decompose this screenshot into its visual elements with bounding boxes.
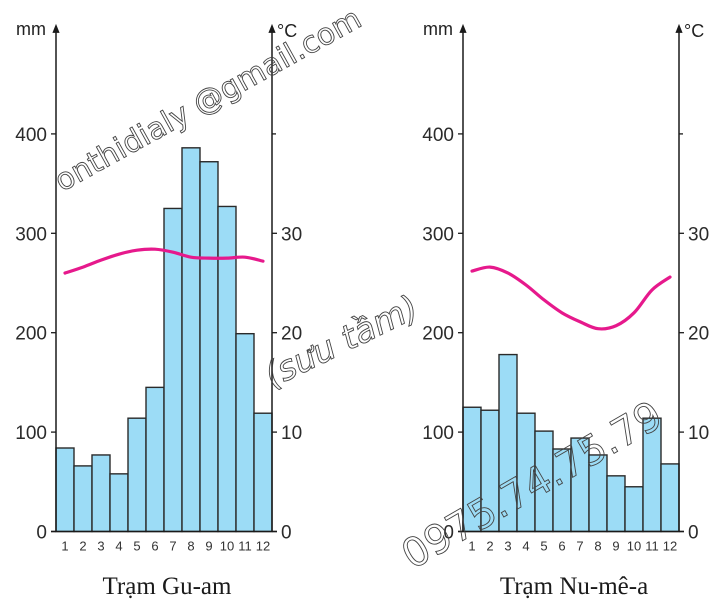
left-tick-label: 0 xyxy=(443,523,454,544)
station-title-noumea: Trạm Nu-mê-a xyxy=(500,573,648,600)
bar-month-9 xyxy=(199,161,219,533)
bar-month-4 xyxy=(109,473,129,533)
month-label: 10 xyxy=(220,539,234,554)
station-title-guam: Trạm Gu-am xyxy=(103,573,232,600)
bar-month-10 xyxy=(624,486,644,533)
month-label: 9 xyxy=(205,539,212,554)
right-tick-label: 0 xyxy=(688,523,699,544)
left-tick-label: 300 xyxy=(15,224,47,245)
bar-month-9 xyxy=(606,475,626,533)
month-label: 4 xyxy=(522,539,529,554)
temperature-unit-label: °C xyxy=(277,21,297,41)
right-tick-label: 30 xyxy=(281,224,302,245)
month-label: 3 xyxy=(504,539,511,554)
month-label: 5 xyxy=(133,539,140,554)
month-label: 5 xyxy=(540,539,547,554)
left-tick-label: 100 xyxy=(15,423,47,444)
month-label: 12 xyxy=(256,539,270,554)
bar-month-1 xyxy=(55,447,75,533)
month-label: 7 xyxy=(169,539,176,554)
bar-month-10 xyxy=(217,205,237,533)
month-label: 6 xyxy=(558,539,565,554)
temperature-line xyxy=(63,247,265,275)
bar-month-12 xyxy=(253,412,273,533)
bar-month-12 xyxy=(660,463,680,533)
month-label: 10 xyxy=(627,539,641,554)
temperature-unit-label: °C xyxy=(684,21,704,41)
month-label: 9 xyxy=(612,539,619,554)
month-label: 1 xyxy=(61,539,68,554)
left-tick-label: 0 xyxy=(36,523,47,544)
bar-month-2 xyxy=(73,465,93,533)
month-label: 6 xyxy=(151,539,158,554)
month-label: 2 xyxy=(486,539,493,554)
left-tick-label: 400 xyxy=(15,125,47,146)
month-label: 2 xyxy=(79,539,86,554)
bar-month-11 xyxy=(235,332,255,533)
temperature-line xyxy=(470,265,672,331)
month-label: 4 xyxy=(115,539,122,554)
precipitation-unit-label: mm xyxy=(423,19,453,39)
right-tick-label: 20 xyxy=(688,324,709,345)
month-label: 3 xyxy=(97,539,104,554)
precipitation-bars xyxy=(55,147,273,533)
month-label: 1 xyxy=(468,539,475,554)
right-tick-label: 0 xyxy=(281,523,292,544)
month-label: 8 xyxy=(187,539,194,554)
month-label: 7 xyxy=(576,539,583,554)
left-tick-label: 100 xyxy=(422,423,454,444)
bar-month-5 xyxy=(127,417,147,533)
bar-month-3 xyxy=(91,454,111,533)
left-tick-label: 200 xyxy=(422,324,454,345)
precipitation-bars xyxy=(462,353,680,533)
right-tick-label: 10 xyxy=(281,423,302,444)
bar-month-7 xyxy=(163,207,183,533)
month-label: 8 xyxy=(594,539,601,554)
left-tick-label: 300 xyxy=(422,224,454,245)
left-tick-label: 400 xyxy=(422,125,454,146)
month-label: 11 xyxy=(238,539,252,554)
right-tick-label: 30 xyxy=(688,224,709,245)
bar-month-6 xyxy=(145,386,165,533)
bar-month-8 xyxy=(181,147,201,533)
right-tick-label: 20 xyxy=(281,324,302,345)
month-label: 11 xyxy=(645,539,659,554)
right-tick-label: 10 xyxy=(688,423,709,444)
month-label: 12 xyxy=(663,539,677,554)
precipitation-unit-label: mm xyxy=(16,19,46,39)
left-tick-label: 200 xyxy=(15,324,47,345)
